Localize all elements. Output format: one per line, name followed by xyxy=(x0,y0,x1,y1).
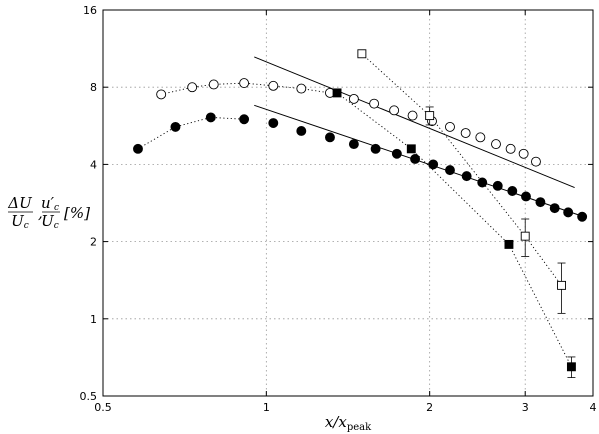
grid-lines xyxy=(103,10,593,396)
dotted-connector xyxy=(137,116,245,150)
y-axis-label: ΔU Uc , u′c Uc [%] xyxy=(7,194,90,231)
filled-circle-point xyxy=(477,177,488,188)
filled-square-point xyxy=(332,88,342,98)
open-circle-point xyxy=(239,78,250,89)
filled-circle-point xyxy=(577,211,588,222)
filled-circle-point xyxy=(348,139,359,150)
y-tick-label: 1 xyxy=(90,313,97,326)
open-circle-point xyxy=(491,139,501,150)
filled-circle-point xyxy=(370,143,381,154)
filled-circle-point xyxy=(549,203,560,214)
filled-square-point xyxy=(406,144,416,154)
svg-text:,: , xyxy=(38,204,43,222)
y-tick-label: 0.5 xyxy=(80,390,98,403)
filled-circle-point xyxy=(170,121,181,132)
filled-circle-point xyxy=(461,171,472,182)
filled-circle-point xyxy=(239,114,250,125)
open-circle-point xyxy=(369,98,380,109)
x-tick-label: 3 xyxy=(522,401,529,414)
filled-circle-point xyxy=(268,118,279,128)
fit-line xyxy=(254,56,575,188)
open-square-point xyxy=(557,280,566,290)
svg-text:[%]: [%] xyxy=(64,204,90,222)
x-tick-label: 1 xyxy=(263,401,270,414)
filled-circle-point xyxy=(445,165,455,176)
filled-circle-point xyxy=(428,159,439,170)
y-tick-label: 16 xyxy=(83,4,97,17)
open-circle-point xyxy=(518,148,529,159)
open-circle-point xyxy=(268,80,279,91)
open-circle-point xyxy=(475,132,486,143)
svg-text:Uc: Uc xyxy=(41,212,59,231)
filled-circle-point xyxy=(296,126,307,136)
axis-ticks: 0.5 1 2 3 4 0.5 1 2 4 8 16 xyxy=(80,4,597,414)
open-square-point xyxy=(425,111,435,121)
x-axis-label: x/xpeak xyxy=(325,413,372,433)
x-tick-label: 2 xyxy=(426,401,433,414)
dotted-connector xyxy=(336,92,572,368)
filled-circle-point xyxy=(410,154,421,164)
y-tick-label: 8 xyxy=(90,81,97,94)
open-circle-point xyxy=(187,82,198,93)
x-tick-label: 4 xyxy=(590,401,597,414)
filled-circle-point xyxy=(507,186,518,196)
svg-text:Uc: Uc xyxy=(11,212,29,231)
filled-square-point xyxy=(504,239,514,249)
open-square-point xyxy=(357,49,367,59)
open-circle-point xyxy=(460,128,471,139)
plot-frame xyxy=(102,9,594,397)
open-circle-point xyxy=(208,79,219,90)
svg-text:u′c: u′c xyxy=(41,194,59,213)
open-circle-point xyxy=(156,89,167,100)
fit-lines xyxy=(254,56,585,218)
open-circle-point xyxy=(445,121,455,132)
y-tick-label: 2 xyxy=(90,236,97,249)
y-tick-label: 4 xyxy=(90,158,97,171)
open-square-point xyxy=(520,231,530,241)
open-circle-point xyxy=(296,83,307,94)
open-circle-point xyxy=(505,143,516,154)
filled-circle-point xyxy=(133,143,143,154)
filled-circle-point xyxy=(535,197,546,208)
filled-circle-point xyxy=(325,132,335,143)
open-circle-point xyxy=(389,105,400,116)
filled-circle-point xyxy=(205,112,216,123)
x-tick-label: 0.5 xyxy=(94,401,112,414)
svg-text:ΔU: ΔU xyxy=(7,194,33,212)
filled-square-point xyxy=(566,362,576,372)
open-circle-point xyxy=(531,156,541,167)
open-circle-point xyxy=(407,110,418,121)
data-markers xyxy=(133,49,588,378)
filled-circle-point xyxy=(492,180,503,191)
filled-circle-point xyxy=(521,191,531,202)
filled-circle-point xyxy=(391,148,402,159)
filled-circle-point xyxy=(563,207,574,218)
open-circle-point xyxy=(348,93,359,104)
